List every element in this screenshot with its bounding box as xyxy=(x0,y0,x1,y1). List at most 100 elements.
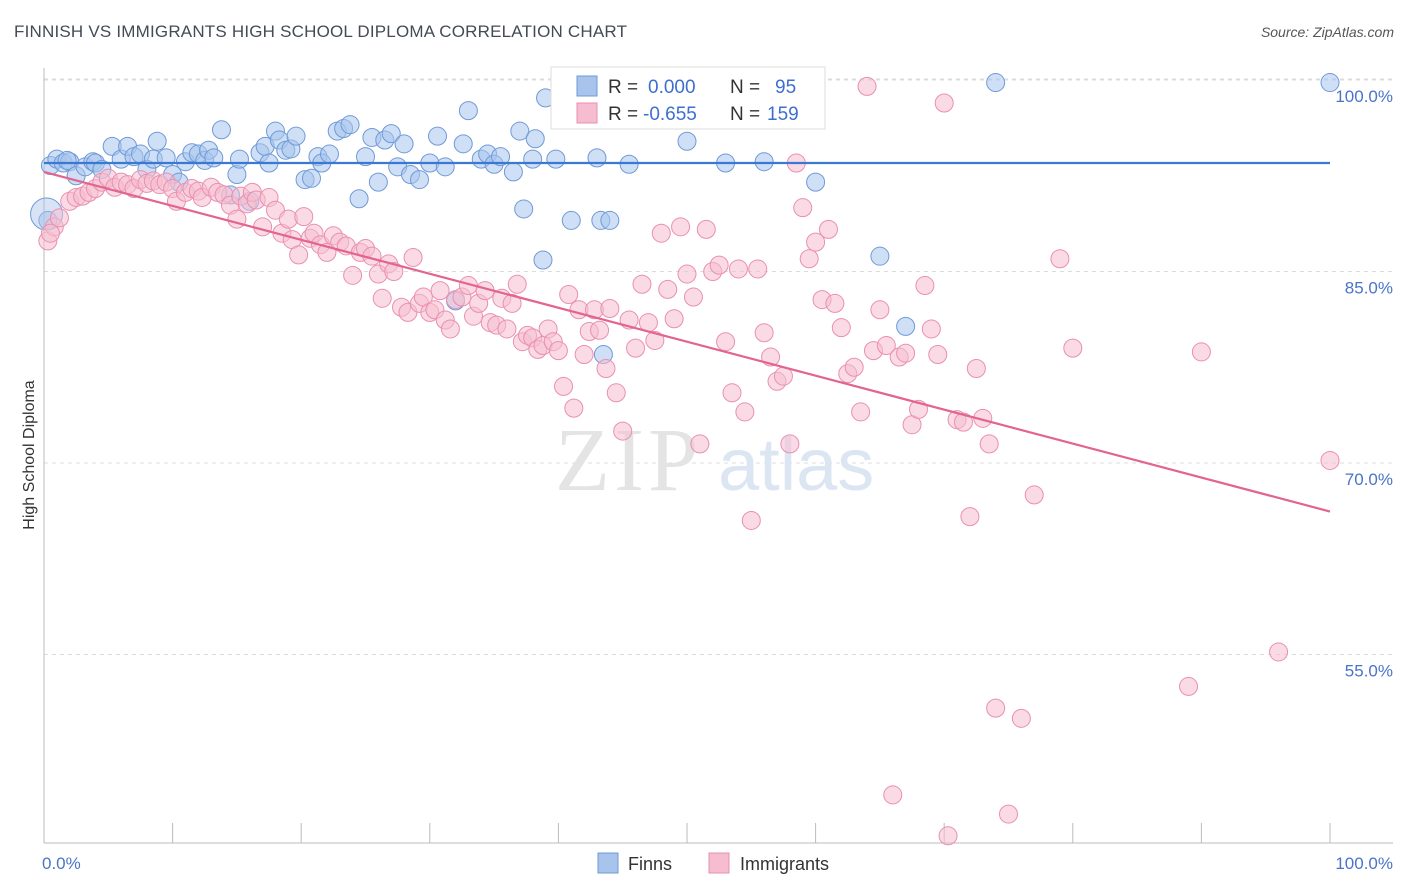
finns-point-90 xyxy=(896,316,916,336)
immigrants-point-78 xyxy=(507,274,527,294)
immigrants-point-120 xyxy=(754,323,774,343)
immigrants-point-130 xyxy=(818,219,838,239)
finns-point-29 xyxy=(229,149,249,169)
finns-point-91 xyxy=(986,73,1006,93)
finns-point-26 xyxy=(211,120,231,140)
finns-point-92 xyxy=(1320,73,1340,93)
immigrants-point-128 xyxy=(806,232,826,252)
immigrants-point-40 xyxy=(289,245,309,265)
y-tick-label-2: 85.0% xyxy=(1345,278,1393,297)
x-tick-label-max: 100.0% xyxy=(1335,854,1393,873)
legend-r-label: R = xyxy=(608,77,638,98)
immigrants-trend-line xyxy=(43,170,1331,513)
immigrants-point-161 xyxy=(1063,338,1083,358)
immigrants-point-124 xyxy=(780,434,800,454)
x-tick-label-min: 0.0% xyxy=(42,854,81,873)
finns-point-76 xyxy=(587,148,607,168)
immigrants-point-34 xyxy=(253,217,273,237)
immigrants-point-134 xyxy=(844,357,864,377)
immigrants-point-116 xyxy=(728,259,748,279)
finns-point-43 xyxy=(319,144,339,164)
series-immigrants-points xyxy=(38,76,1340,846)
finns-point-66 xyxy=(491,147,511,167)
immigrants-point-96 xyxy=(600,299,620,319)
chart-source: Source: ZipAtlas.com xyxy=(1260,24,1394,40)
finns-point-56 xyxy=(410,170,430,190)
finns-point-94 xyxy=(57,150,77,170)
finns-point-46 xyxy=(340,115,360,135)
finns-point-38 xyxy=(286,126,306,146)
immigrants-point-41 xyxy=(294,207,314,227)
finns-point-17 xyxy=(156,148,176,168)
finns-point-54 xyxy=(394,134,414,154)
immigrants-point-127 xyxy=(799,249,819,269)
immigrants-point-56 xyxy=(384,261,404,281)
legend: R = 0.000 N = 95 R = -0.655 N = 159 xyxy=(550,66,826,130)
y-tick-label-3: 100.0% xyxy=(1335,87,1393,106)
immigrants-point-2 xyxy=(49,208,69,228)
immigrants-point-95 xyxy=(596,359,616,379)
immigrants-point-88 xyxy=(559,284,579,304)
immigrants-point-142 xyxy=(896,343,916,363)
finns-point-88 xyxy=(806,172,826,192)
immigrants-point-107 xyxy=(671,217,691,237)
immigrants-point-163 xyxy=(1191,342,1211,362)
immigrants-point-108 xyxy=(677,264,697,284)
immigrants-point-111 xyxy=(696,219,716,239)
legend-n-label: N = xyxy=(730,77,760,98)
legend-n-immigrants: 159 xyxy=(767,104,799,125)
finns-point-16 xyxy=(147,131,167,151)
finns-point-86 xyxy=(754,152,774,172)
y-tick-labels: 55.0% 70.0% 85.0% 100.0% xyxy=(1335,87,1393,681)
immigrants-point-139 xyxy=(876,336,896,356)
immigrants-point-158 xyxy=(1011,708,1031,728)
immigrants-point-149 xyxy=(938,826,958,846)
immigrants-point-86 xyxy=(548,341,568,361)
immigrants-point-166 xyxy=(40,223,60,243)
finns-point-83 xyxy=(677,131,697,151)
immigrants-point-104 xyxy=(651,223,671,243)
bottom-legend-swatch-immigrants xyxy=(708,852,730,874)
immigrants-point-146 xyxy=(921,319,941,339)
immigrants-point-64 xyxy=(430,281,450,301)
finns-point-48 xyxy=(356,147,375,167)
immigrants-point-115 xyxy=(722,383,742,403)
finns-point-47 xyxy=(349,189,369,209)
immigrants-point-160 xyxy=(1050,249,1070,269)
immigrants-point-49 xyxy=(343,265,363,285)
immigrants-point-153 xyxy=(966,359,986,379)
chart-title: FINNISH VS IMMIGRANTS HIGH SCHOOL DIPLOM… xyxy=(14,22,628,41)
immigrants-point-159 xyxy=(1024,485,1044,505)
y-tick-label-0: 55.0% xyxy=(1345,662,1393,681)
immigrants-point-106 xyxy=(664,309,684,329)
immigrants-point-117 xyxy=(735,402,755,422)
legend-n-finns: 95 xyxy=(775,77,796,98)
immigrants-point-145 xyxy=(915,276,935,296)
finns-point-89 xyxy=(870,246,890,266)
immigrants-point-132 xyxy=(831,318,851,338)
immigrants-point-94 xyxy=(590,320,610,340)
immigrants-point-89 xyxy=(564,398,584,418)
immigrants-point-140 xyxy=(883,785,903,805)
legend-swatch-immigrants xyxy=(576,102,598,124)
finns-point-50 xyxy=(368,172,388,192)
immigrants-point-114 xyxy=(716,332,736,352)
y-axis-title: High School Diploma xyxy=(21,380,38,530)
immigrants-point-136 xyxy=(857,76,877,96)
finns-point-75 xyxy=(561,210,581,230)
finns-point-69 xyxy=(514,199,534,219)
immigrants-point-138 xyxy=(870,300,890,320)
immigrants-point-110 xyxy=(690,434,710,454)
immigrants-point-98 xyxy=(613,421,633,441)
bottom-legend: Finns Immigrants xyxy=(597,852,829,874)
immigrants-point-101 xyxy=(632,274,652,294)
axes xyxy=(43,68,1393,844)
finns-point-52 xyxy=(381,124,401,144)
immigrants-point-135 xyxy=(851,402,871,422)
legend-swatch-finns xyxy=(576,75,598,97)
legend-r-immigrants: -0.655 xyxy=(643,104,697,125)
immigrants-point-103 xyxy=(645,330,665,350)
finns-point-72 xyxy=(533,250,553,270)
finns-point-61 xyxy=(453,134,473,154)
